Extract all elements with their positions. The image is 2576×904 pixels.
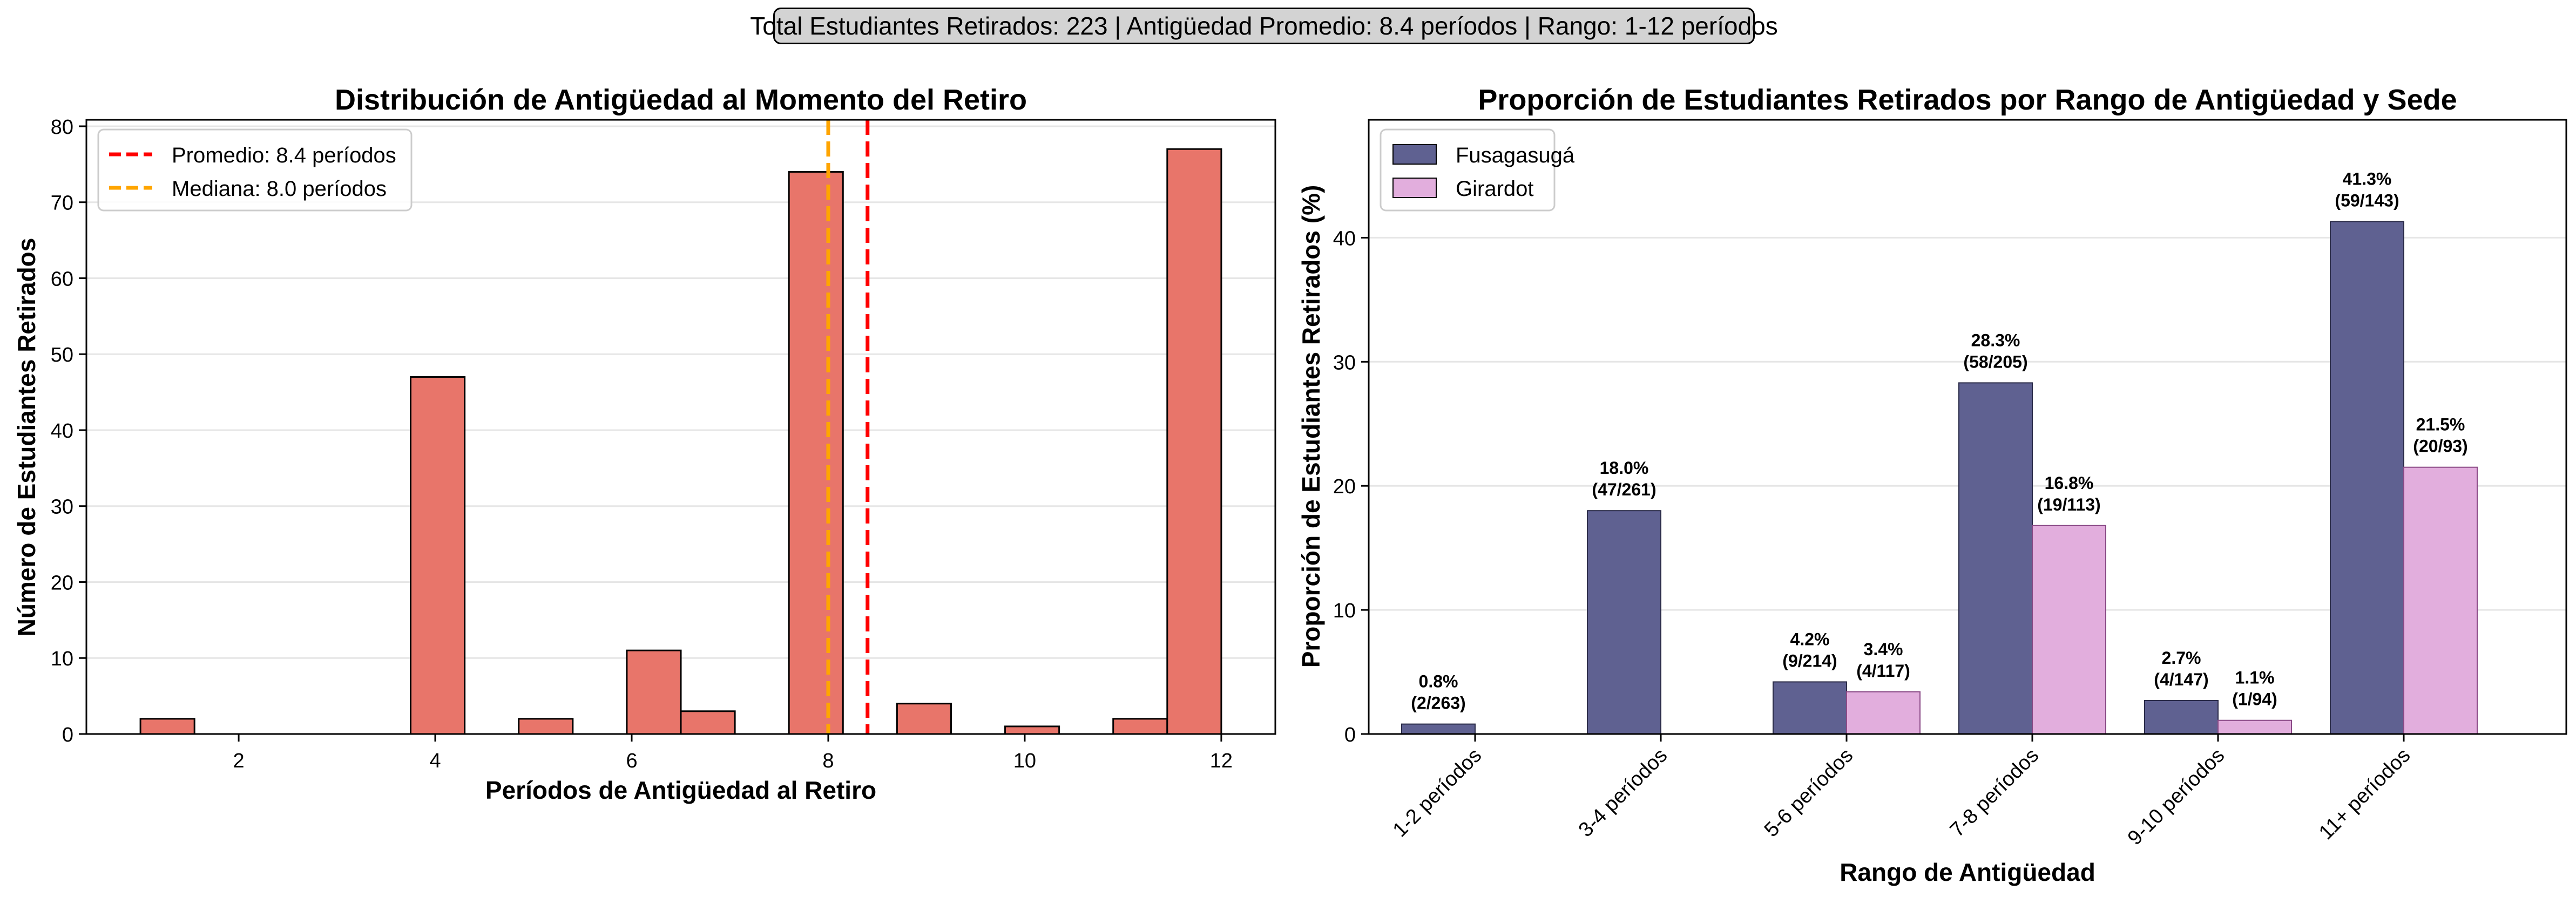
histogram-y-tick-label: 10 [51,648,73,670]
fusagasuga-bar [1773,681,1847,735]
histogram-x-tick-label: 8 [822,750,834,772]
girardot-bar [2032,525,2106,735]
proportion-x-tick-label: 7-8 períodos [1946,744,2044,842]
summary-box: Total Estudiantes Retirados: 223 | Antig… [750,8,1778,44]
proportion-data-label: 18.0% (47/261) [1592,458,1656,499]
proportion-bars [1401,221,2478,735]
fusagasuga-bar [1958,382,2033,735]
fusagasuga-bar [1401,723,1476,735]
proportion-data-label: 1.1% (1/94) [2232,668,2277,709]
proportion-y-tick-label: 10 [1333,600,1356,622]
proportion-data-label: 21.5% (20/93) [2413,415,2467,456]
girardot-bar [2217,719,2292,735]
proportion-data-label: 16.8% (19/113) [2037,473,2100,514]
proportion-data-label: 2.7% (4/147) [2154,648,2208,689]
fusagasuga-bar [1587,510,1661,735]
histogram-y-axis-label: Número de Estudiantes Retirados [12,238,40,637]
proportion-x-tick-label: 3-4 períodos [1574,744,1672,842]
proportion-data-labels: 0.8% (2/263) 18.0% (47/261) 4.2% (9/214) 3.4%(… [1411,169,2467,713]
mean-legend-label: Promedio: 8.4 períodos [172,144,396,167]
histogram-bar [410,376,466,735]
proportion-panel: Proporción de Estudiantes Retirados por … [1297,84,2567,886]
histogram-bar [1004,725,1060,735]
histogram-y-tick-label: 0 [62,724,73,746]
fusagasuga-bar [2144,699,2219,735]
histogram-x-tick-label: 10 [1013,750,1036,772]
histogram-y-tick-label: 50 [51,344,73,366]
histogram-x-ticks: 2 4 6 8 10 12 [233,734,1233,772]
proportion-y-tick-label: 20 [1333,475,1356,498]
girardot-legend-label: Girardot [1456,177,1534,201]
proportion-y-axis-label: Proporción de Estudiantes Retirados (%) [1297,185,1325,668]
fusagasuga-legend-label: Fusagasugá [1456,144,1575,167]
histogram-y-tick-label: 30 [51,496,73,519]
histogram-bar [139,718,195,735]
proportion-data-label: 3.4% (4/117) [1856,640,1910,681]
histogram-y-ticks: 0 10 20 30 40 50 60 70 80 [51,116,86,746]
histogram-legend: Promedio: 8.4 períodos Mediana: 8.0 perí… [97,128,413,212]
histogram-y-tick-label: 70 [51,192,73,215]
histogram-bar [680,710,736,735]
median-legend-label: Mediana: 8.0 períodos [172,177,387,201]
proportion-x-ticks: 1-2 períodos 3-4 períodos 5-6 períodos 7-8 … [1389,734,2415,849]
histogram-y-tick-label: 60 [51,268,73,290]
histogram-y-tick-label: 20 [51,572,73,594]
fusagasuga-legend-swatch [1392,144,1437,165]
histogram-bar [1112,718,1168,735]
proportion-y-tick-label: 30 [1333,351,1356,374]
proportion-data-label: 0.8% (2/263) [1411,672,1465,713]
histogram-plot-frame [85,119,1276,735]
histogram-bar [788,171,844,735]
proportion-data-label: 28.3% (58/205) [1963,330,2027,371]
girardot-bar [1846,691,1921,735]
fusagasuga-bar [2330,221,2404,735]
histogram-legend-box [97,128,413,212]
histogram-x-tick-label: 4 [429,750,441,772]
proportion-x-tick-label: 9-10 períodos [2124,744,2229,850]
proportion-data-label: 41.3% (59/143) [2335,169,2399,210]
histogram-x-tick-label: 12 [1210,750,1233,772]
histogram-bar [626,649,682,735]
histogram-title: Distribución de Antigüedad al Momento de… [335,84,1027,116]
proportion-x-tick-label: 11+ períodos [2315,744,2415,844]
proportion-data-label: 4.2% (9/214) [1782,629,1837,670]
proportion-y-tick-label: 0 [1344,724,1356,746]
girardot-bar [2403,466,2478,735]
girardot-legend-swatch [1392,178,1437,198]
histogram-x-tick-label: 2 [233,750,245,772]
proportion-x-axis-label: Rango de Antigüedad [1840,858,2095,886]
histogram-panel: Distribución de Antigüedad al Momento de… [12,84,1276,804]
proportion-y-tick-label: 40 [1333,227,1356,250]
proportion-legend: Fusagasugá Girardot [1380,128,1575,212]
histogram-bar [896,703,952,735]
histogram-x-tick-label: 6 [626,750,637,772]
histogram-reference-lines [826,120,870,734]
proportion-plot-frame [1368,119,2567,735]
proportion-y-ticks: 0 10 20 30 40 [1333,227,1369,746]
histogram-bars [139,148,1222,735]
histogram-gridlines [86,125,1275,735]
proportion-title: Proporción de Estudiantes Retirados por … [1478,84,2457,116]
histogram-bar [1166,148,1222,735]
proportion-x-tick-label: 5-6 períodos [1760,744,1858,842]
histogram-x-axis-label: Períodos de Antigüedad al Retiro [485,776,876,804]
proportion-x-tick-label: 1-2 períodos [1389,744,1486,842]
histogram-y-tick-label: 40 [51,420,73,443]
histogram-bar [518,718,574,735]
histogram-y-tick-label: 80 [51,116,73,139]
